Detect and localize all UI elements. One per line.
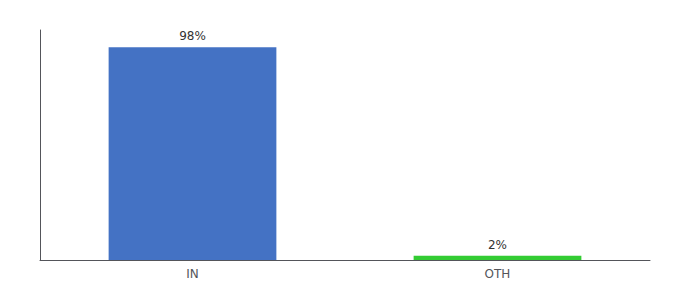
svg-text:OTH: OTH: [485, 267, 511, 281]
svg-text:2%: 2%: [488, 238, 507, 252]
svg-text:IN: IN: [186, 267, 199, 281]
svg-text:98%: 98%: [179, 29, 206, 43]
